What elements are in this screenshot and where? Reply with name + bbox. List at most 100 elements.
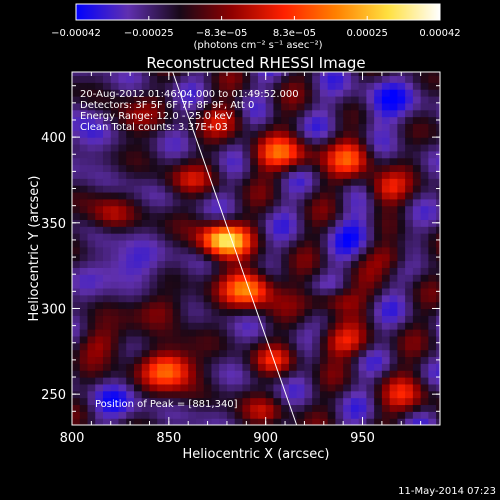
- heatmap-cell: [273, 294, 282, 303]
- heatmap-cell: [296, 123, 306, 131]
- heatmap-cell: [319, 390, 329, 399]
- heatmap-cell: [141, 95, 151, 104]
- heatmap-cell: [102, 335, 112, 344]
- heatmap-cell: [273, 418, 282, 425]
- heatmap-cell: [242, 95, 251, 104]
- heatmap-cell: [110, 226, 120, 234]
- heatmap-cell: [312, 370, 321, 378]
- heatmap-cell: [335, 130, 344, 138]
- heatmap-cell: [335, 267, 344, 275]
- heatmap-cell: [273, 157, 282, 166]
- heatmap-cell: [203, 377, 213, 385]
- heatmap-cell: [304, 260, 313, 268]
- heatmap-cell: [102, 342, 112, 351]
- heatmap-cell: [335, 198, 344, 207]
- heatmap-cell: [327, 246, 337, 255]
- heatmap-cell: [250, 390, 259, 399]
- heatmap-cell: [141, 164, 151, 172]
- heatmap-cell: [350, 301, 360, 310]
- heatmap-cell: [203, 404, 213, 412]
- heatmap-cell: [72, 143, 81, 152]
- heatmap-cell: [288, 157, 298, 166]
- heatmap-cell: [366, 157, 375, 166]
- heatmap-cell: [312, 164, 321, 172]
- heatmap-cell: [312, 75, 321, 83]
- heatmap-cell: [226, 130, 236, 138]
- heatmap-cell: [133, 226, 143, 234]
- heatmap-cell: [343, 212, 352, 220]
- heatmap-cell: [296, 246, 306, 255]
- heatmap-cell: [79, 281, 89, 289]
- heatmap-cell: [87, 397, 96, 406]
- heatmap-cell: [312, 109, 321, 118]
- heatmap-cell: [265, 143, 275, 152]
- heatmap-cell: [381, 267, 391, 275]
- heatmap-cell: [180, 95, 189, 104]
- heatmap-cell: [257, 185, 267, 193]
- heatmap-cell: [180, 287, 189, 296]
- heatmap-cell: [412, 315, 422, 323]
- heatmap-cell: [366, 329, 375, 337]
- heatmap-cell: [257, 102, 267, 111]
- heatmap-cell: [304, 123, 313, 131]
- heatmap-cell: [312, 308, 321, 316]
- heatmap-cell: [273, 116, 282, 125]
- heatmap-cell: [436, 404, 440, 412]
- heatmap-cell: [327, 75, 337, 83]
- heatmap-cell: [374, 212, 383, 220]
- heatmap-cell: [366, 246, 375, 255]
- heatmap-cell: [405, 315, 414, 323]
- heatmap-cell: [164, 342, 174, 351]
- heatmap-cell: [397, 89, 406, 97]
- heatmap-cell: [95, 287, 104, 296]
- heatmap-cell: [242, 356, 251, 364]
- heatmap-cell: [250, 130, 259, 138]
- heatmap-cell: [281, 89, 290, 97]
- heatmap-cell: [164, 198, 174, 207]
- heatmap-cell: [242, 233, 251, 241]
- heatmap-cell: [296, 164, 306, 172]
- heatmap-cell: [79, 157, 89, 166]
- heatmap-cell: [188, 294, 197, 303]
- heatmap-cell: [405, 397, 414, 406]
- heatmap-cell: [412, 363, 422, 371]
- heatmap-cell: [420, 82, 429, 90]
- heatmap-cell: [296, 287, 306, 296]
- heatmap-cell: [188, 143, 197, 152]
- heatmap-cell: [87, 253, 96, 262]
- heatmap-cell: [327, 287, 337, 296]
- heatmap-cell: [234, 287, 244, 296]
- heatmap-cell: [428, 349, 437, 358]
- heatmap-cell: [350, 370, 360, 378]
- heatmap-cell: [219, 178, 228, 186]
- heatmap-cell: [157, 102, 166, 111]
- heatmap-cell: [412, 178, 422, 186]
- heatmap-cell: [157, 383, 166, 392]
- heatmap-cell: [118, 267, 127, 275]
- heatmap-cell: [412, 212, 422, 220]
- heatmap-cell: [234, 253, 244, 262]
- heatmap-cell: [381, 89, 391, 97]
- heatmap-cell: [110, 123, 120, 131]
- heatmap-cell: [374, 315, 383, 323]
- heatmap-cell: [242, 329, 251, 337]
- heatmap-cell: [436, 137, 440, 145]
- heatmap-cell: [265, 226, 275, 234]
- heatmap-cell: [133, 233, 143, 241]
- heatmap-cell: [288, 315, 298, 323]
- heatmap-cell: [102, 390, 112, 399]
- heatmap-cell: [164, 109, 174, 118]
- heatmap-cell: [157, 198, 166, 207]
- heatmap-cell: [335, 253, 344, 262]
- heatmap-cell: [312, 226, 321, 234]
- heatmap-cell: [195, 72, 205, 77]
- heatmap-cell: [436, 130, 440, 138]
- heatmap-cell: [350, 233, 360, 241]
- heatmap-cell: [157, 315, 166, 323]
- heatmap-cell: [257, 205, 267, 214]
- heatmap-cell: [343, 363, 352, 371]
- heatmap-cell: [304, 226, 313, 234]
- heatmap-cell: [273, 329, 282, 337]
- heatmap-cell: [335, 294, 344, 303]
- heatmap-cell: [335, 164, 344, 172]
